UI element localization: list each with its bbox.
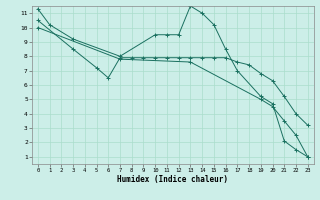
X-axis label: Humidex (Indice chaleur): Humidex (Indice chaleur): [117, 175, 228, 184]
